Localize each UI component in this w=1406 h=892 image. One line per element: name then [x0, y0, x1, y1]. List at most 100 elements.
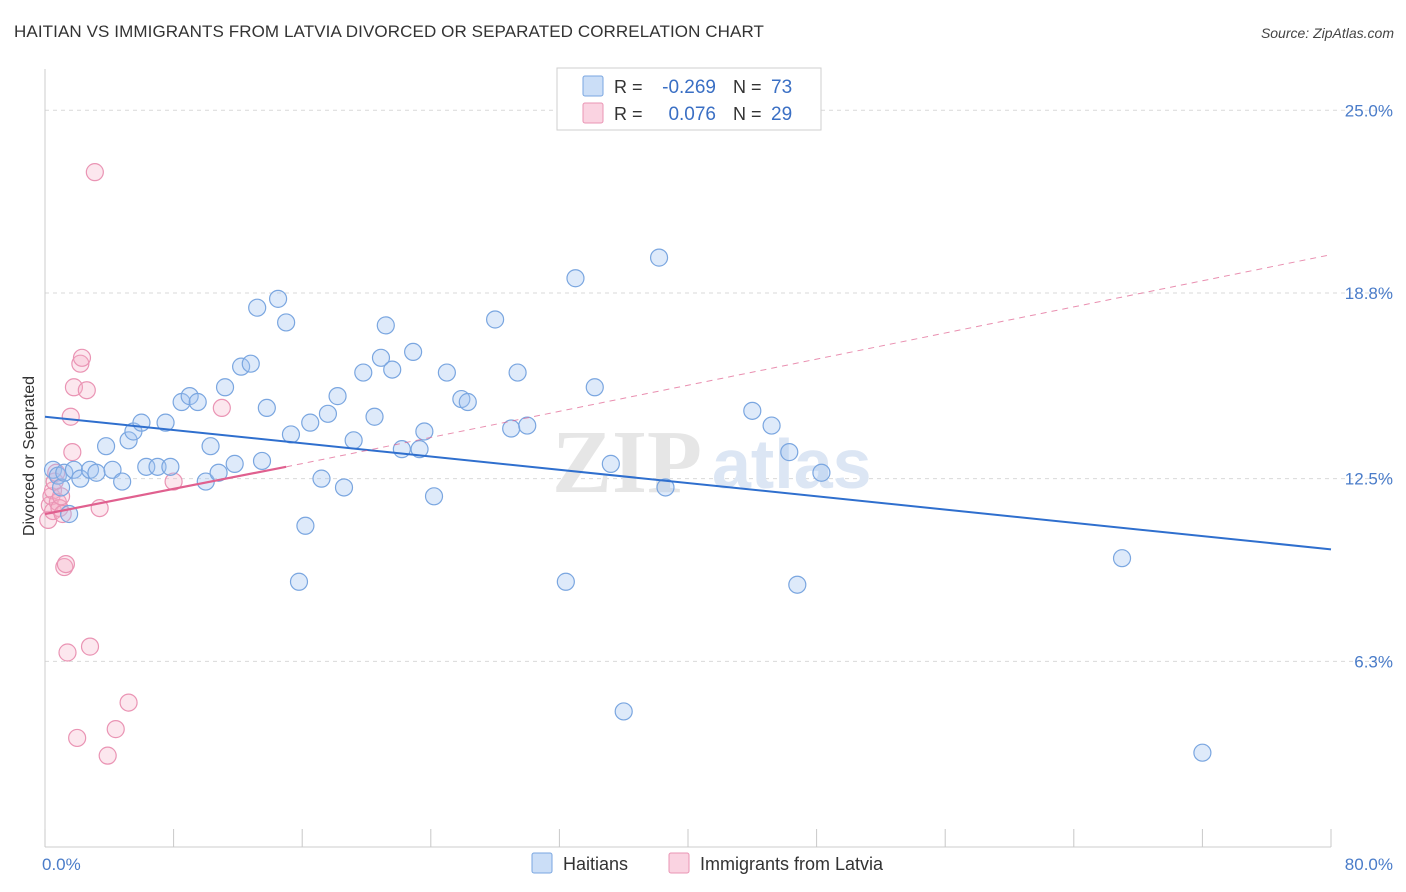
latvia-point-14: [61, 407, 80, 426]
latvia-point-13: [58, 643, 77, 662]
legend-bottom: Haitians Immigrants from Latvia: [531, 852, 884, 874]
latvia-point-15: [63, 443, 82, 462]
haitians-point-67: [743, 401, 762, 420]
haitians-point-42: [344, 431, 363, 450]
haitians-point-41: [334, 478, 354, 497]
haitians-point-40: [328, 387, 347, 406]
series-haitians-points: [43, 248, 1212, 762]
haitians-point-18: [161, 457, 180, 476]
haitians-point-21: [188, 392, 207, 412]
haitians-trend-line: [44, 415, 1332, 551]
legend-n-label-1: N =: [733, 77, 762, 97]
haitians-point-30: [252, 451, 272, 471]
legend-n-label-2: N =: [733, 104, 762, 124]
latvia-point-28: [212, 398, 231, 418]
haitians-point-11: [113, 472, 132, 491]
haitians-point-0: [43, 460, 63, 479]
haitians-point-60: [556, 572, 575, 591]
haitians-point-31: [257, 398, 276, 418]
haitians-point-44: [365, 407, 384, 426]
haitians-point-73: [1193, 743, 1212, 762]
haitians-point-16: [148, 457, 167, 476]
haitians-point-34: [281, 425, 301, 444]
latvia-point-22: [85, 163, 104, 182]
bottom-legend-swatch-latvia: [668, 852, 690, 874]
haitians-point-70: [788, 575, 807, 594]
y-tick-label-1: 12.5%: [1345, 470, 1393, 489]
haitians-point-8: [87, 463, 106, 482]
legend-swatch-latvia: [582, 102, 604, 124]
legend-n-value-2: 29: [771, 104, 792, 125]
latvia-point-20: [77, 381, 96, 400]
haitians-point-25: [215, 378, 235, 397]
haitians-point-39: [318, 404, 338, 423]
watermark: ZIP atlas: [552, 413, 872, 512]
haitians-point-68: [762, 416, 781, 435]
haitians-point-46: [376, 316, 395, 335]
latvia-point-25: [106, 720, 125, 739]
series-latvia-points: [39, 163, 231, 765]
haitians-point-26: [225, 454, 244, 473]
haitians-point-2: [51, 478, 71, 497]
legend-n-value-1: 73: [771, 77, 792, 98]
haitians-point-32: [268, 289, 288, 308]
legend-r-label-2: R =: [614, 104, 643, 124]
haitians-point-35: [289, 572, 309, 591]
latvia-trend-extension: [286, 254, 1332, 468]
trend-lines: [44, 254, 1332, 551]
haitians-point-72: [1112, 549, 1132, 568]
legend-top: R = -0.269 N = 73 R = 0.076 N = 29: [556, 67, 822, 131]
haitians-point-64: [614, 702, 633, 721]
haitians-point-59: [518, 416, 537, 435]
latvia-point-17: [68, 728, 87, 748]
bottom-legend-label-latvia: Immigrants from Latvia: [700, 854, 884, 874]
bottom-legend-swatch-haitians: [531, 852, 553, 874]
haitians-point-71: [812, 463, 831, 482]
grid-lines: [45, 109, 1392, 662]
legend-r-label-1: R =: [614, 77, 643, 97]
haitians-point-56: [486, 310, 505, 329]
source-label: Source: ZipAtlas.com: [1260, 25, 1394, 41]
y-axis-title: Divorced or Separated: [21, 376, 38, 536]
haitians-point-61: [566, 269, 585, 288]
x-axis-ticks: [44, 829, 1332, 847]
haitians-point-58: [508, 363, 527, 382]
haitians-point-12: [119, 431, 138, 450]
latvia-point-24: [98, 746, 117, 765]
latvia-point-27: [164, 472, 183, 491]
haitians-point-37: [301, 413, 320, 432]
haitians-point-14: [132, 413, 151, 432]
haitians-point-23: [201, 437, 220, 456]
latvia-point-21: [80, 637, 100, 656]
watermark-zip: ZIP: [552, 413, 702, 512]
haitians-point-9: [96, 437, 116, 456]
legend-swatch-haitians: [582, 75, 604, 97]
latvia-point-12: [56, 554, 75, 574]
haitians-point-63: [601, 454, 620, 473]
latvia-point-19: [72, 348, 92, 367]
y-tick-label-0: 6.3%: [1354, 652, 1393, 671]
haitians-point-65: [649, 248, 669, 267]
chart-title: HAITIAN VS IMMIGRANTS FROM LATVIA DIVORC…: [14, 22, 765, 41]
haitians-point-29: [248, 298, 267, 317]
haitians-point-36: [296, 516, 315, 535]
haitians-point-38: [312, 469, 331, 488]
haitians-point-47: [383, 360, 402, 379]
x-tick-label-max: 80.0%: [1345, 855, 1393, 874]
haitians-point-52: [424, 487, 444, 506]
haitians-point-49: [404, 342, 423, 362]
haitians-point-43: [354, 363, 373, 382]
latvia-point-26: [119, 693, 138, 712]
haitians-point-50: [410, 440, 429, 459]
haitians-point-17: [156, 413, 175, 432]
watermark-atlas: atlas: [712, 425, 872, 503]
haitians-point-33: [277, 313, 296, 332]
y-tick-label-3: 25.0%: [1345, 101, 1393, 120]
haitians-point-45: [371, 348, 391, 367]
x-tick-label-min: 0.0%: [42, 855, 81, 874]
y-axis-tick-labels: 6.3% 12.5% 18.8% 25.0%: [1345, 101, 1393, 671]
haitians-point-53: [437, 363, 456, 382]
haitians-point-24: [209, 463, 228, 482]
haitians-point-62: [585, 378, 604, 397]
haitians-point-51: [415, 422, 434, 441]
